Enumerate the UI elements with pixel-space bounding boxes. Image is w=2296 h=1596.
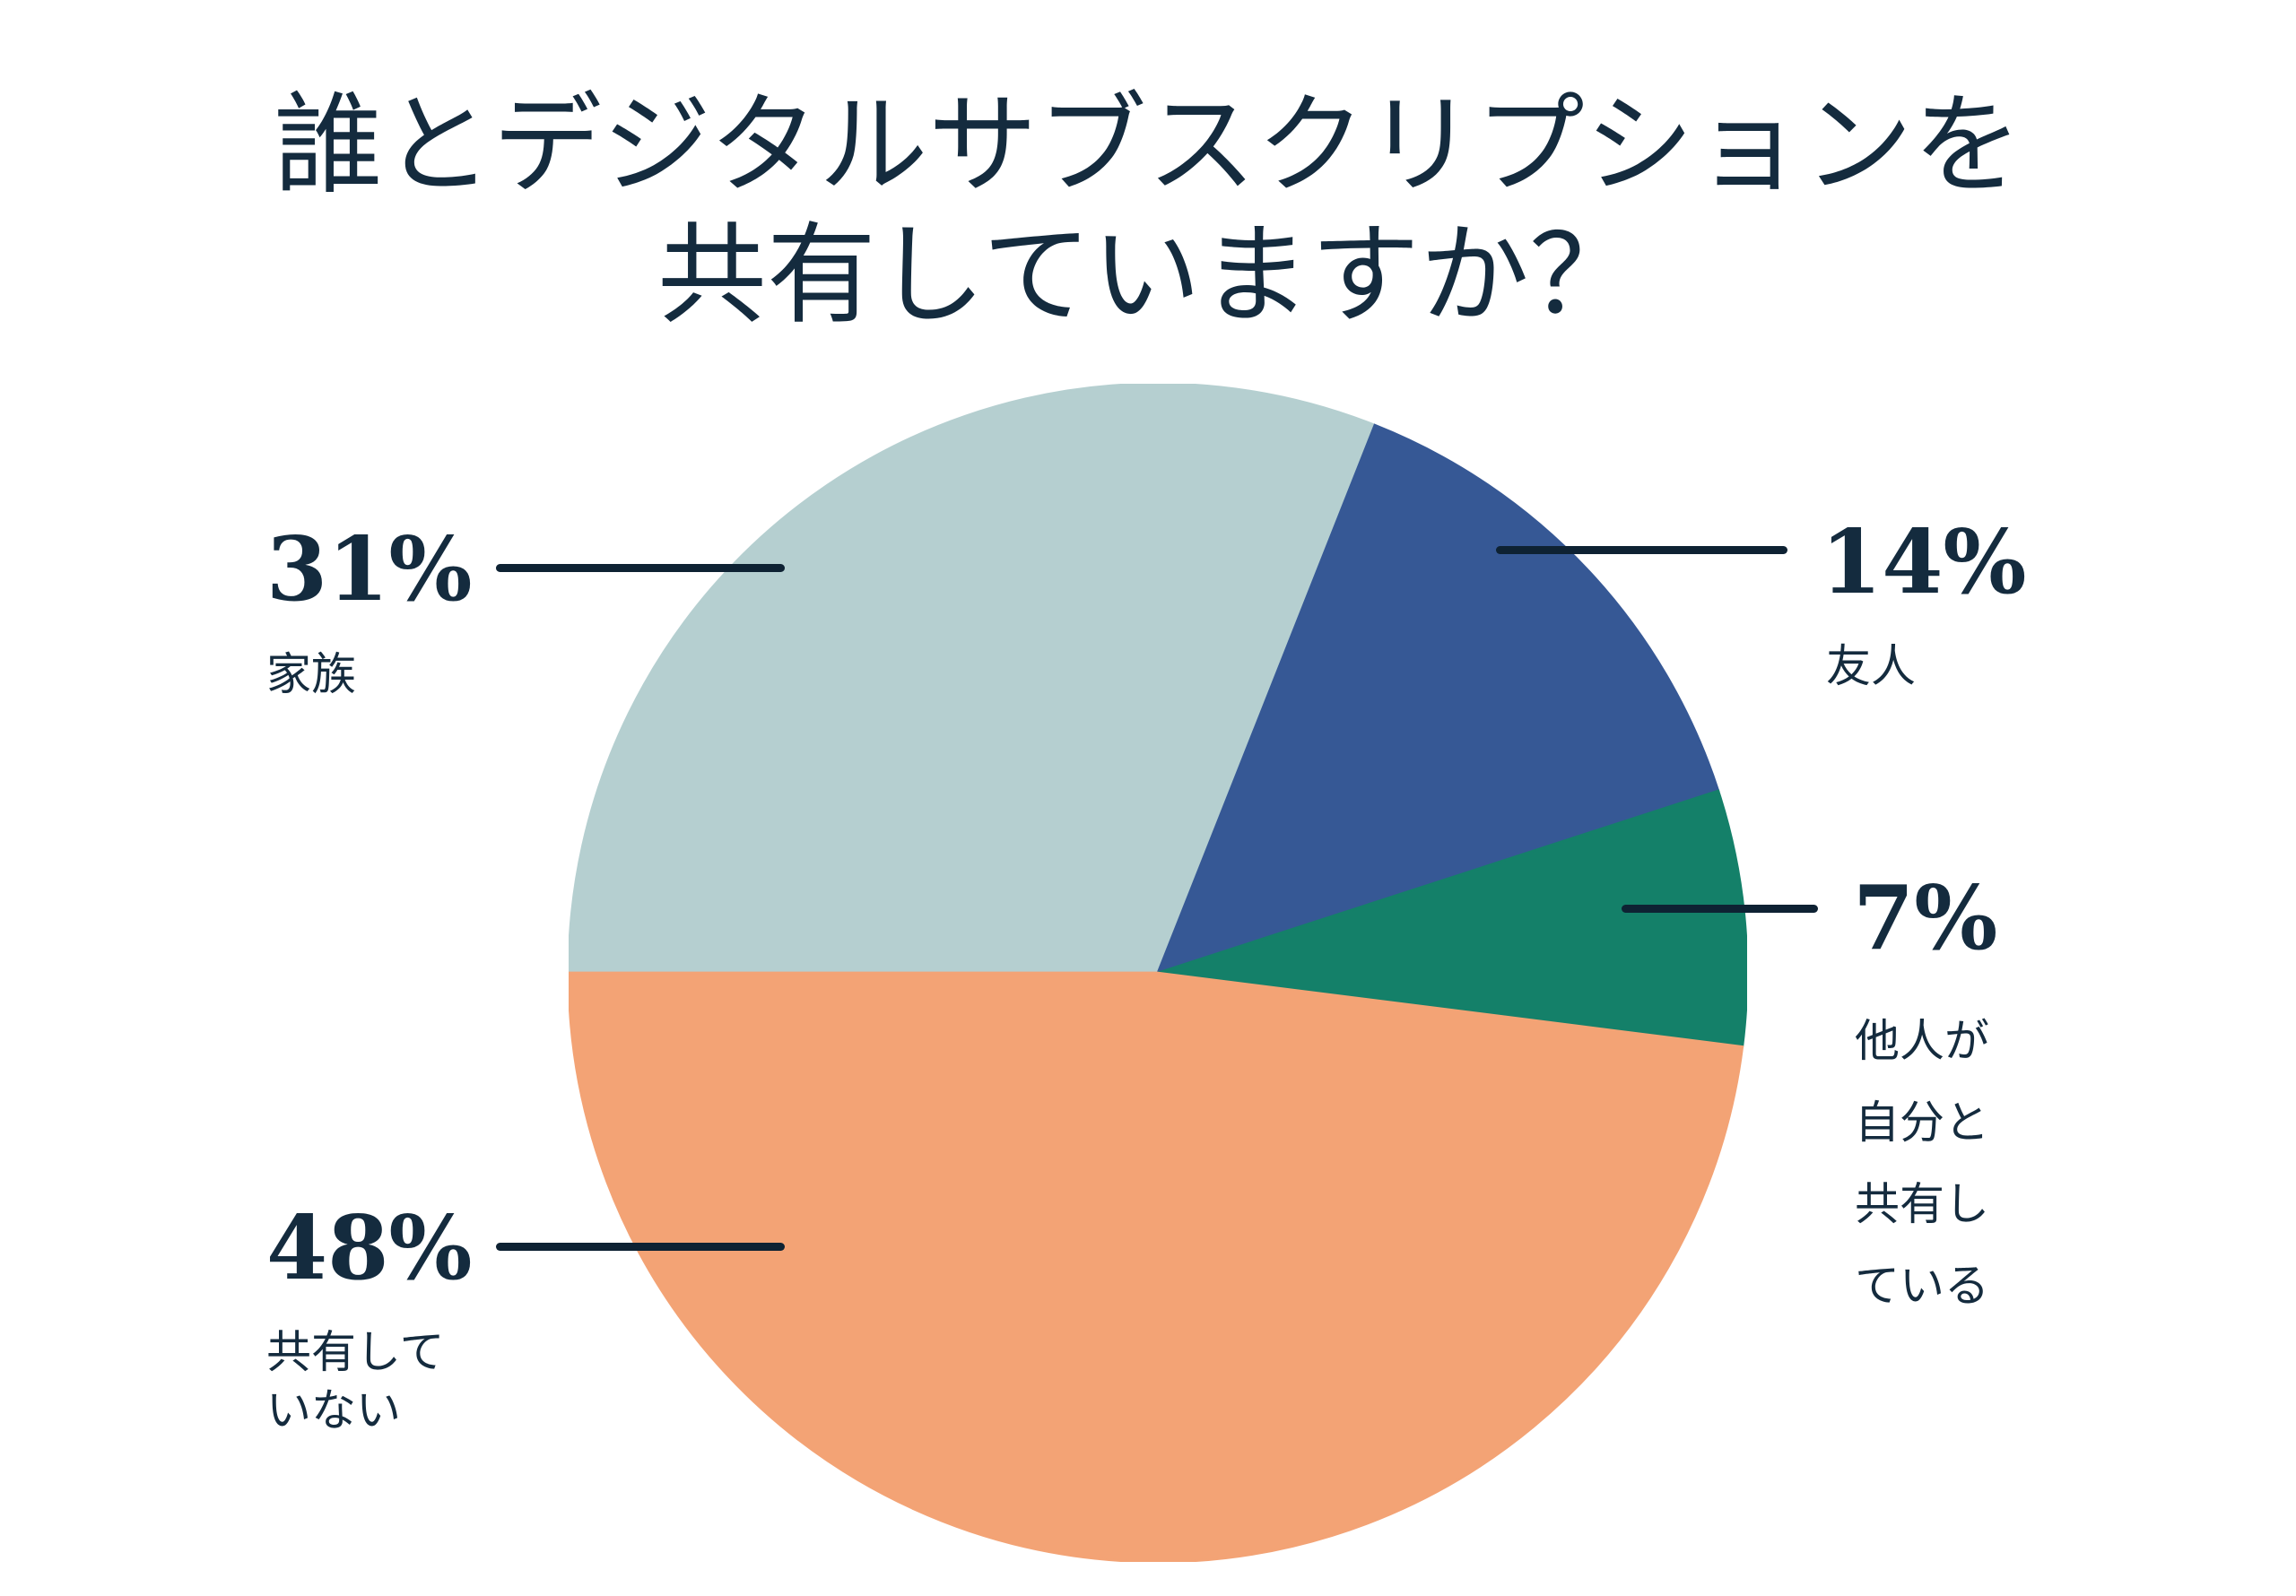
callout-others-label: 他人が自分と 共有している [1855,1015,1989,1312]
callout-friends-label: 友人 [1826,640,1916,692]
callout-none-percent: 48% [266,1197,473,1300]
pie-slice-2 [1157,789,1747,1048]
callout-others: 7% 他人が自分と 共有している [1853,867,1998,1313]
chart-title-line1: 誰とデジタルサブスクリプションを [274,81,2022,209]
callout-family: 31% 家族 [266,518,473,701]
pie-chart-svg [569,384,1747,1562]
pie-chart [569,384,1747,1562]
pie-slice-0 [569,384,1377,975]
callout-none-label: 共有していない [266,1326,445,1436]
callout-none: 48% 共有していない [266,1197,473,1437]
callout-family-label: 家族 [266,648,356,700]
leader-line-others [1622,905,1818,913]
chart-title-line2: 共有していますか？ [657,211,1639,339]
leader-line-none [496,1243,785,1251]
callout-family-percent: 31% [266,518,473,621]
leader-line-friends [1496,546,1787,554]
chart-title: 誰とデジタルサブスクリプションを 共有していますか？ [0,81,2296,341]
callout-friends-percent: 14% [1821,511,2027,614]
callout-others-percent: 7% [1853,867,1998,970]
pie-slice-3 [569,971,1744,1562]
callout-friends: 14% 友人 [1821,511,2027,693]
leader-line-family [496,564,785,572]
